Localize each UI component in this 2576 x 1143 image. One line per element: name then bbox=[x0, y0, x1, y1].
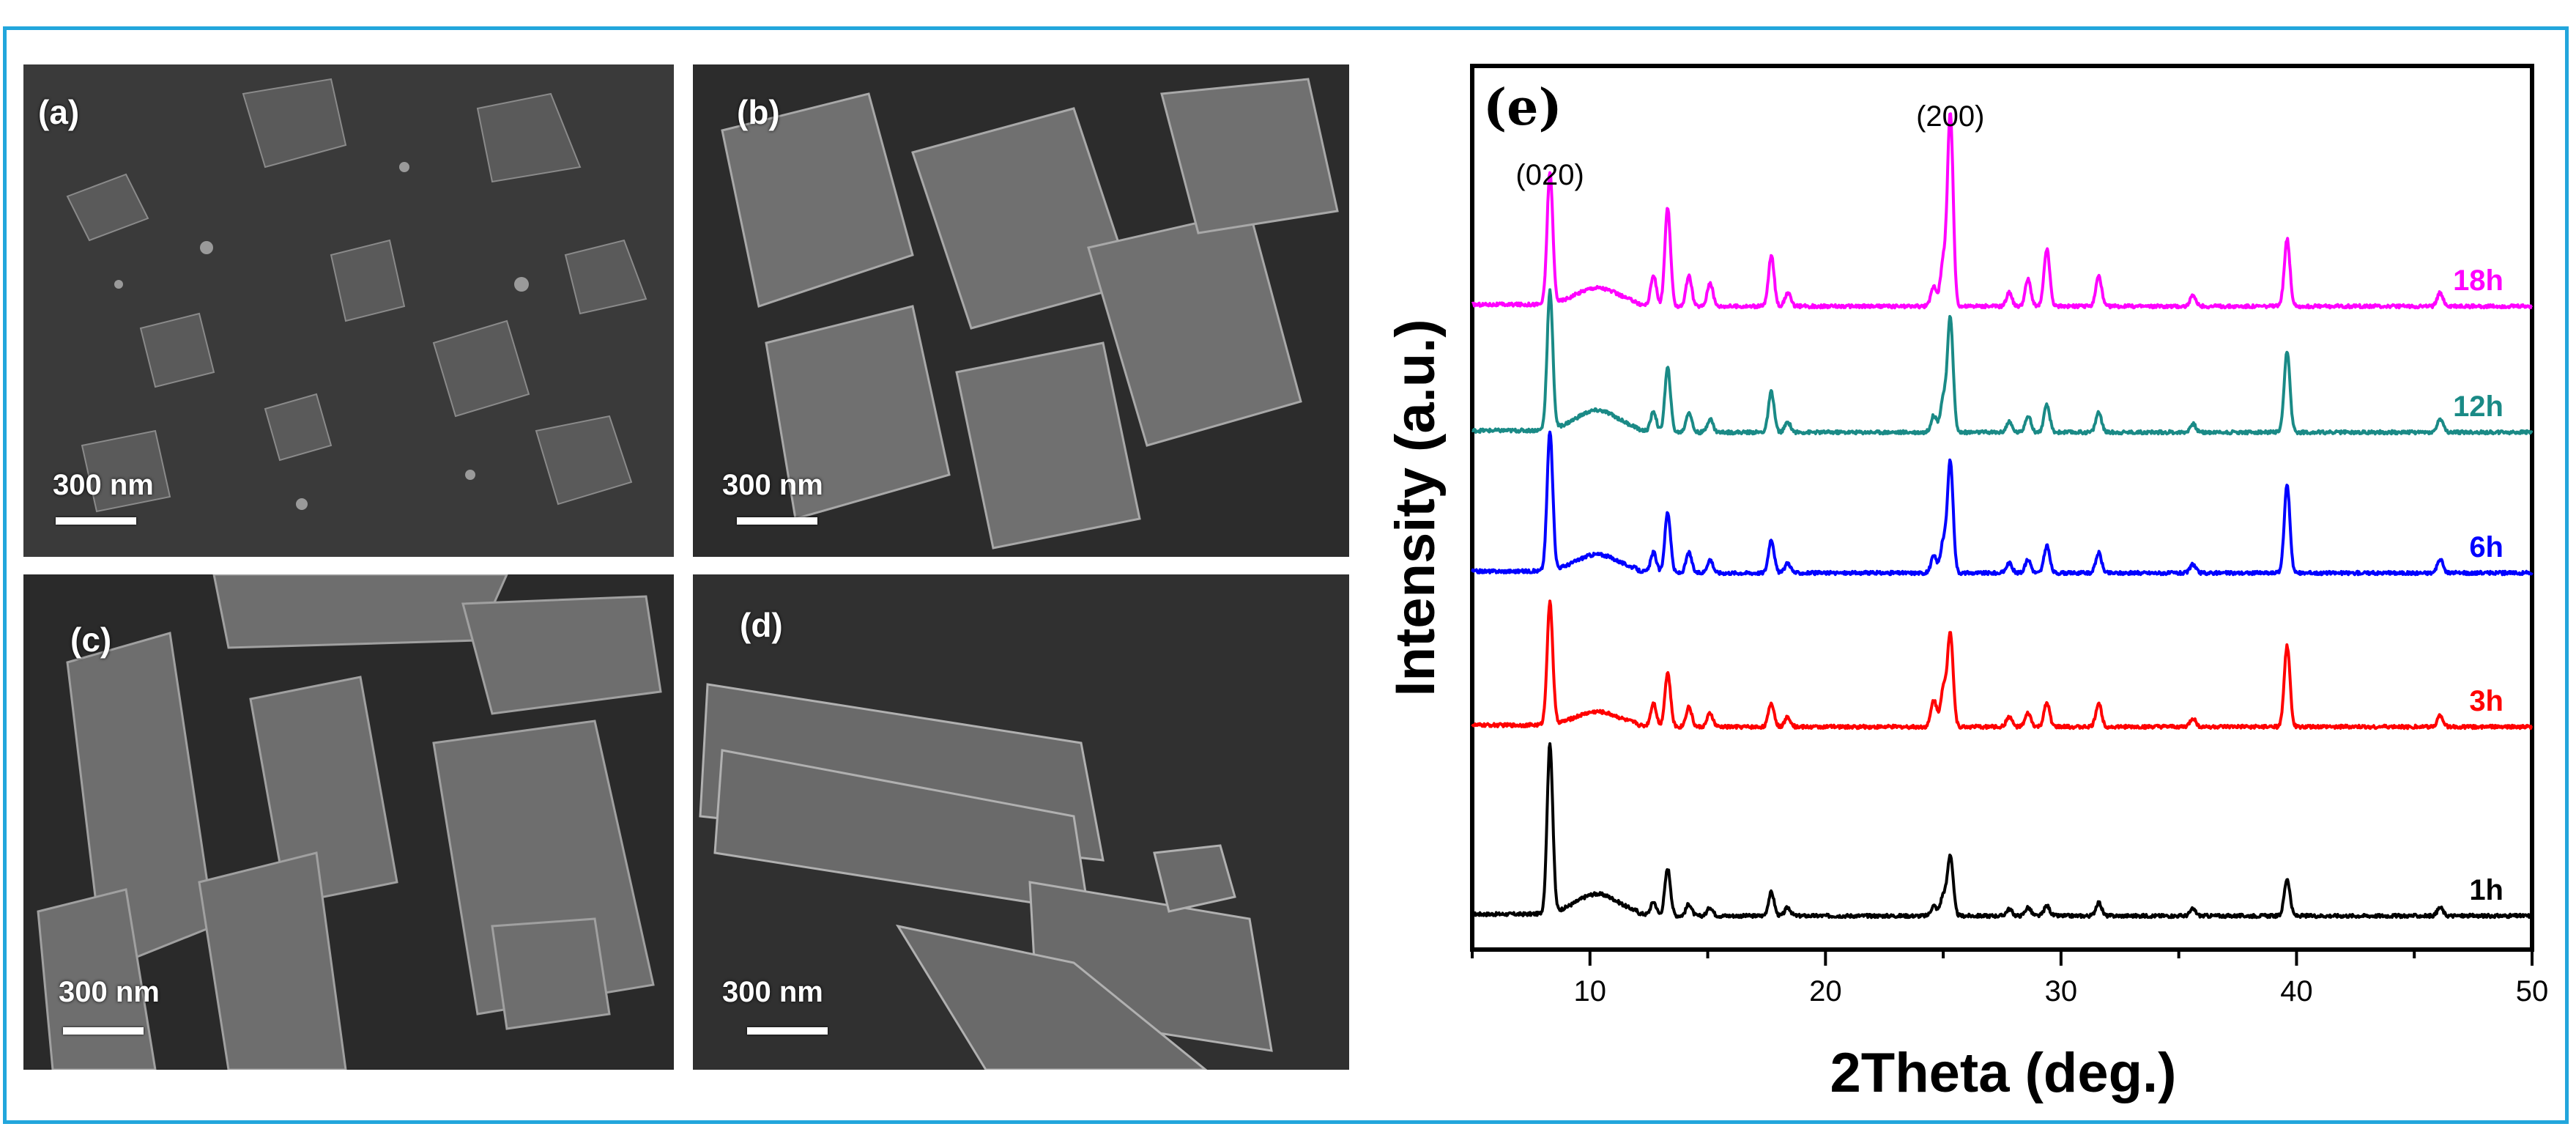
sem-panel-c: (c) 300 nm bbox=[23, 574, 674, 1070]
panel-a-label: (a) bbox=[38, 93, 80, 131]
panel-c-scale-bar bbox=[63, 1027, 144, 1035]
figure-frame bbox=[3, 26, 2569, 1124]
sem-panel-a: (a) 300 nm bbox=[23, 64, 674, 557]
sem-image-d bbox=[693, 574, 1349, 1070]
sem-image-b bbox=[693, 64, 1349, 557]
panel-d-scale-text: 300 nm bbox=[722, 976, 823, 1008]
panel-a-scale-bar bbox=[56, 517, 136, 525]
sem-image-c bbox=[23, 574, 674, 1070]
panel-b-scale-text: 300 nm bbox=[722, 469, 823, 501]
panel-b-scale-bar bbox=[737, 517, 817, 525]
sem-panel-d: (d) 300 nm bbox=[693, 574, 1349, 1070]
panel-d-scale-bar bbox=[747, 1027, 828, 1035]
panel-a-scale-text: 300 nm bbox=[53, 469, 154, 501]
panel-c-scale-text: 300 nm bbox=[59, 976, 160, 1008]
panel-b-label: (b) bbox=[737, 93, 780, 131]
sem-panel-b: (b) 300 nm bbox=[693, 64, 1349, 557]
panel-d-label: (d) bbox=[740, 606, 783, 644]
sem-image-a bbox=[23, 64, 674, 557]
panel-c-label: (c) bbox=[70, 621, 112, 659]
